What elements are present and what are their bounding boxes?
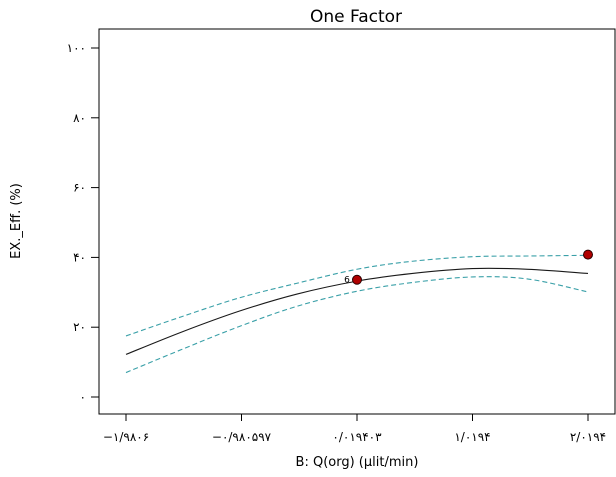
points-layer: 6 bbox=[344, 249, 593, 286]
y-axis-label: EX._Eff. (%) bbox=[9, 183, 24, 259]
x-tick-label: ۰/۰۱۹۴۰۳ bbox=[332, 430, 382, 444]
data-point bbox=[352, 274, 363, 285]
x-tick-label: ۲/۰۱۹۴ bbox=[570, 430, 606, 444]
y-tick-label: ۰ bbox=[80, 390, 86, 404]
series-layer bbox=[125, 254, 589, 374]
series-line-upper-confidence-band bbox=[125, 254, 589, 337]
x-tick-label: −۱/۹۸۰۶ bbox=[103, 430, 149, 444]
plot-frame bbox=[98, 28, 616, 415]
data-point bbox=[583, 249, 593, 260]
y-axis-ticks: ۰ ۲۰ ۴۰ ۶۰ ۸۰ ۱۰۰ bbox=[67, 41, 99, 404]
y-tick-label: ۶۰ bbox=[73, 181, 86, 195]
x-axis-label: B: Q(org) (µlit/min) bbox=[296, 455, 419, 470]
x-tick-label: ۱/۰۱۹۴ bbox=[454, 430, 490, 444]
y-tick-label: ۸۰ bbox=[73, 111, 86, 125]
data-point-label: 6 bbox=[344, 276, 350, 286]
x-axis-ticks: −۱/۹۸۰۶ −۰/۹۸۰۵۹۷ ۰/۰۱۹۴۰۳ ۱/۰۱۹۴ ۲/۰۱۹۴ bbox=[103, 414, 606, 444]
series-line-lower-confidence-band bbox=[125, 276, 589, 374]
chart-title: One Factor bbox=[310, 7, 402, 27]
y-tick-label: ۲۰ bbox=[73, 320, 86, 334]
y-tick-label: ۱۰۰ bbox=[67, 41, 86, 55]
x-tick-label: −۰/۹۸۰۵۹۷ bbox=[212, 430, 272, 444]
y-tick-label: ۴۰ bbox=[73, 250, 86, 264]
